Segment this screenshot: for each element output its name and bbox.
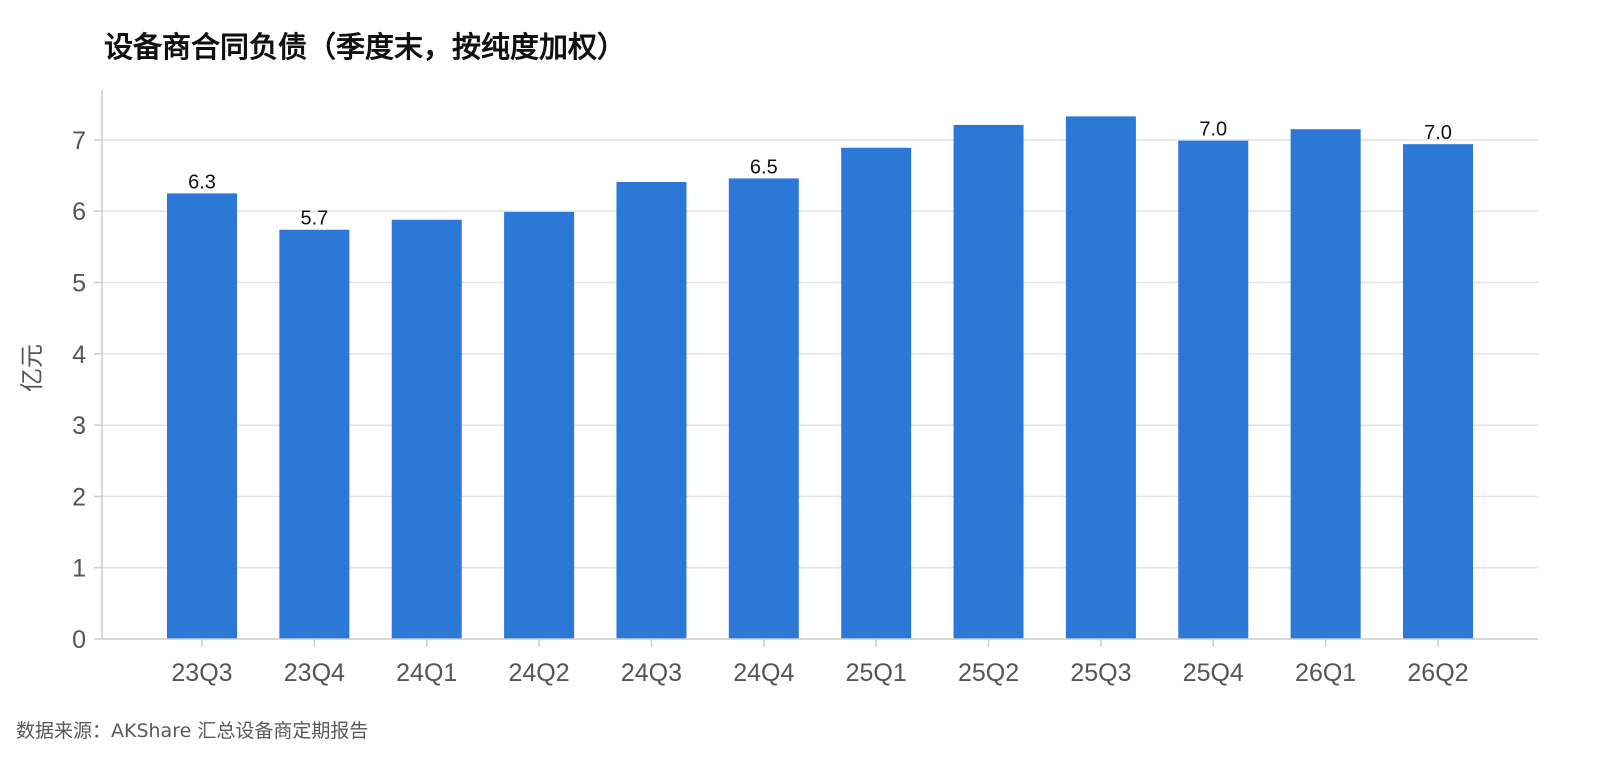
data-label-25Q4: 7.0 [1199, 119, 1227, 141]
x-tick-label: 26Q1 [1295, 659, 1356, 687]
x-tick-label: 25Q4 [1183, 659, 1244, 687]
bar-25Q2 [953, 124, 1024, 640]
x-tick-label: 24Q2 [509, 659, 570, 687]
x-tick-label: 25Q2 [958, 659, 1019, 687]
bar-24Q4 [728, 178, 799, 639]
bar-25Q4 [1178, 140, 1249, 639]
data-labels: 6.3 5.7 6.5 7.0 7.0 [188, 119, 1452, 230]
bar-23Q4 [279, 229, 350, 639]
data-label-24Q4: 6.5 [750, 156, 778, 178]
x-tick-label: 26Q2 [1407, 659, 1468, 687]
bar-25Q3 [1065, 116, 1136, 640]
y-tick-label: 1 [72, 555, 86, 583]
data-label-23Q3: 6.3 [188, 171, 216, 193]
x-tick-label: 23Q3 [171, 659, 232, 687]
x-tick-label: 25Q1 [846, 659, 907, 687]
bar-26Q2 [1403, 144, 1473, 639]
bar-24Q2 [504, 211, 575, 639]
y-tick-labels: 0 1 2 3 4 5 6 7 [72, 127, 102, 654]
data-label-23Q4: 5.7 [300, 208, 328, 230]
bar-24Q3 [616, 181, 687, 639]
axes [101, 90, 1538, 640]
x-tick-label: 24Q1 [396, 659, 457, 687]
x-tick-label: 24Q3 [621, 659, 682, 687]
y-tick-label: 5 [72, 270, 86, 298]
bars [167, 116, 1473, 640]
y-tick-label: 6 [72, 198, 86, 226]
source-note: 数据来源：AKShare 汇总设备商定期报告 [16, 720, 369, 742]
chart-title: 设备商合同负债（季度末，按纯度加权） [104, 30, 627, 64]
y-tick-label: 0 [72, 626, 86, 654]
bar-23Q3 [167, 193, 237, 639]
data-label-26Q2: 7.0 [1424, 122, 1452, 144]
bar-26Q1 [1290, 129, 1361, 639]
y-axis-title: 亿元 [18, 344, 46, 392]
x-tick-label: 25Q3 [1070, 659, 1131, 687]
y-tick-label: 3 [72, 412, 86, 440]
y-tick-label: 4 [72, 341, 86, 369]
x-tick-label: 23Q4 [284, 659, 345, 687]
bar-25Q1 [841, 147, 912, 639]
bar-24Q1 [391, 219, 462, 639]
x-tick-label: 24Q4 [733, 659, 794, 687]
x-tick-labels: 23Q3 23Q4 24Q1 24Q2 24Q3 24Q4 25Q1 25Q2 25Q3 25Q4… [171, 639, 1469, 687]
y-tick-label: 7 [72, 127, 86, 155]
y-tick-label: 2 [72, 483, 86, 511]
